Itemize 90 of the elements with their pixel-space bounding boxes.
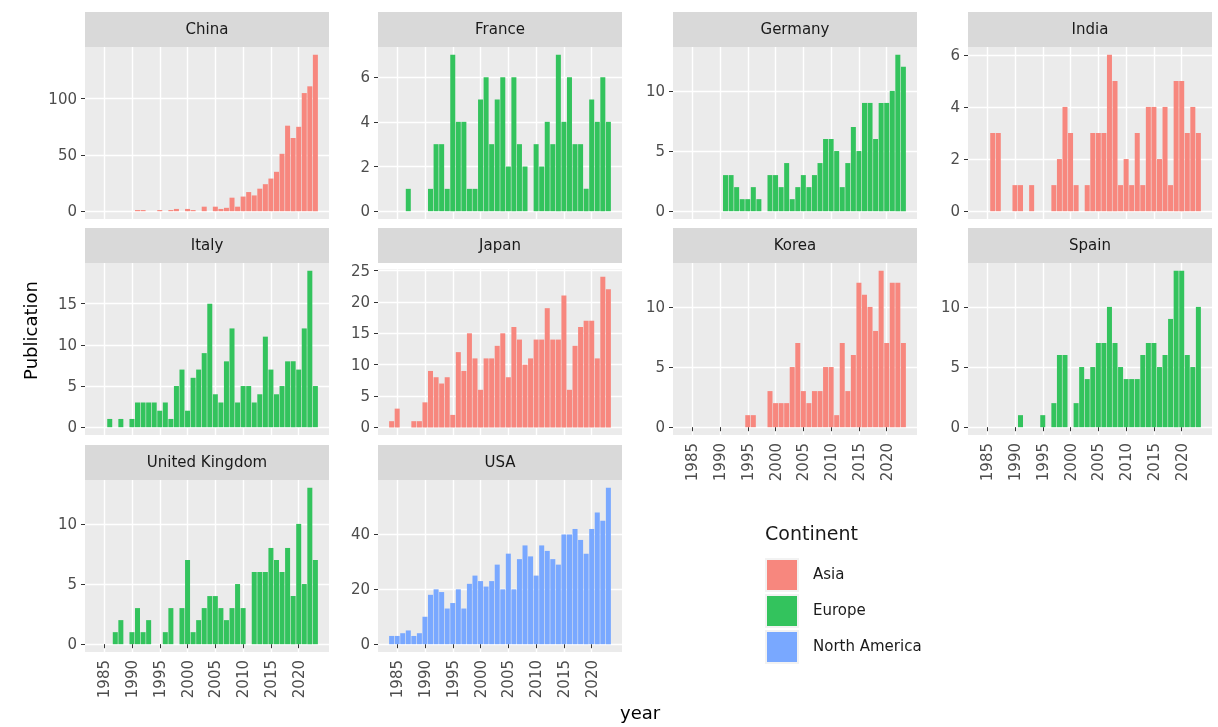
bar (405, 188, 411, 212)
y-tick-label: 0 (655, 202, 665, 221)
chart-title: India (968, 12, 1212, 47)
x-tick-label: 2000 (471, 660, 490, 699)
y-tick-label: 0 (360, 635, 370, 654)
x-tick-label: 1995 (1033, 443, 1052, 482)
x-tick-label: 2010 (1117, 443, 1136, 482)
chart-title: France (378, 12, 622, 47)
y-tick-label: 0 (655, 418, 665, 437)
chart-title: Spain (968, 228, 1212, 263)
legend-label: Asia (813, 565, 845, 583)
x-tick-label: 2015 (849, 443, 868, 482)
y-tick-label: 25 (350, 261, 370, 280)
x-axis-title: year (620, 702, 661, 723)
y-tick-label: 5 (67, 377, 77, 396)
x-tick-label: 2020 (1172, 443, 1191, 482)
y-tick-label: 5 (950, 358, 960, 377)
y-tick-label: 15 (57, 294, 77, 313)
y-tick-label: 10 (645, 297, 665, 316)
y-tick-label: 100 (48, 89, 77, 108)
x-tick-label: 1995 (150, 660, 169, 699)
y-tick-label: 10 (57, 335, 77, 354)
y-tick-label: 4 (950, 97, 960, 116)
x-tick-label: 2020 (877, 443, 896, 482)
x-tick-label: 2005 (794, 443, 813, 482)
x-tick-label: 1985 (683, 443, 702, 482)
bar (107, 418, 113, 428)
x-tick-label: 1995 (443, 660, 462, 699)
x-tick-label: 2015 (1144, 443, 1163, 482)
y-tick-label: 10 (57, 514, 77, 533)
x-tick-label: 1990 (710, 443, 729, 482)
y-tick-label: 0 (67, 418, 77, 437)
x-tick-label: 2005 (206, 660, 225, 699)
y-tick-label: 0 (67, 635, 77, 654)
y-axis-title: Publication (19, 280, 41, 381)
x-tick-label: 2015 (554, 660, 573, 699)
x-tick-label: 2020 (582, 660, 601, 699)
y-tick-label: 5 (655, 142, 665, 161)
x-tick-label: 2005 (499, 660, 518, 699)
x-tick-label: 2000 (766, 443, 785, 482)
x-tick-label: 1985 (95, 660, 114, 699)
legend-label: Europe (813, 601, 866, 619)
x-tick-label: 1985 (978, 443, 997, 482)
chart-title: Japan (378, 228, 622, 263)
y-tick-label: 5 (67, 575, 77, 594)
legend-title: Continent (765, 522, 858, 544)
x-tick-label: 1995 (738, 443, 757, 482)
legend-label: North America (813, 637, 922, 655)
bar (118, 418, 124, 428)
chart-title: Italy (85, 228, 329, 263)
x-tick-label: 2015 (261, 660, 280, 699)
y-tick-label: 6 (360, 68, 370, 87)
y-tick-label: 5 (360, 387, 370, 406)
x-tick-label: 2005 (1089, 443, 1108, 482)
chart-title: Korea (673, 228, 917, 263)
y-tick-label: 2 (360, 157, 370, 176)
x-tick-label: 2010 (822, 443, 841, 482)
y-tick-label: 0 (67, 202, 77, 221)
y-tick-label: 0 (950, 202, 960, 221)
x-tick-label: 1990 (122, 660, 141, 699)
x-tick-label: 2010 (527, 660, 546, 699)
y-tick-label: 10 (350, 355, 370, 374)
bar (1029, 185, 1035, 212)
x-tick-label: 2000 (1061, 443, 1080, 482)
y-tick-label: 15 (350, 324, 370, 343)
y-tick-label: 2 (950, 150, 960, 169)
x-tick-label: 1990 (415, 660, 434, 699)
y-tick-label: 10 (940, 297, 960, 316)
x-tick-label: 1990 (1005, 443, 1024, 482)
y-tick-label: 0 (360, 202, 370, 221)
x-tick-label: 1985 (388, 660, 407, 699)
bar (1040, 415, 1046, 428)
x-tick-label: 2010 (234, 660, 253, 699)
chart-title: USA (378, 445, 622, 480)
y-tick-label: 4 (360, 112, 370, 131)
x-tick-label: 2020 (289, 660, 308, 699)
y-tick-label: 40 (350, 525, 370, 544)
y-tick-label: 5 (655, 358, 665, 377)
y-tick-label: 0 (950, 418, 960, 437)
y-tick-label: 0 (360, 418, 370, 437)
y-tick-label: 10 (645, 81, 665, 100)
y-tick-label: 50 (57, 145, 77, 164)
chart-title: United Kingdom (85, 445, 329, 480)
y-tick-label: 20 (350, 580, 370, 599)
bar (1018, 415, 1024, 428)
y-tick-label: 20 (350, 292, 370, 311)
chart-title: Germany (673, 12, 917, 47)
chart-title: China (85, 12, 329, 47)
x-tick-label: 2000 (178, 660, 197, 699)
y-tick-label: 6 (950, 45, 960, 64)
